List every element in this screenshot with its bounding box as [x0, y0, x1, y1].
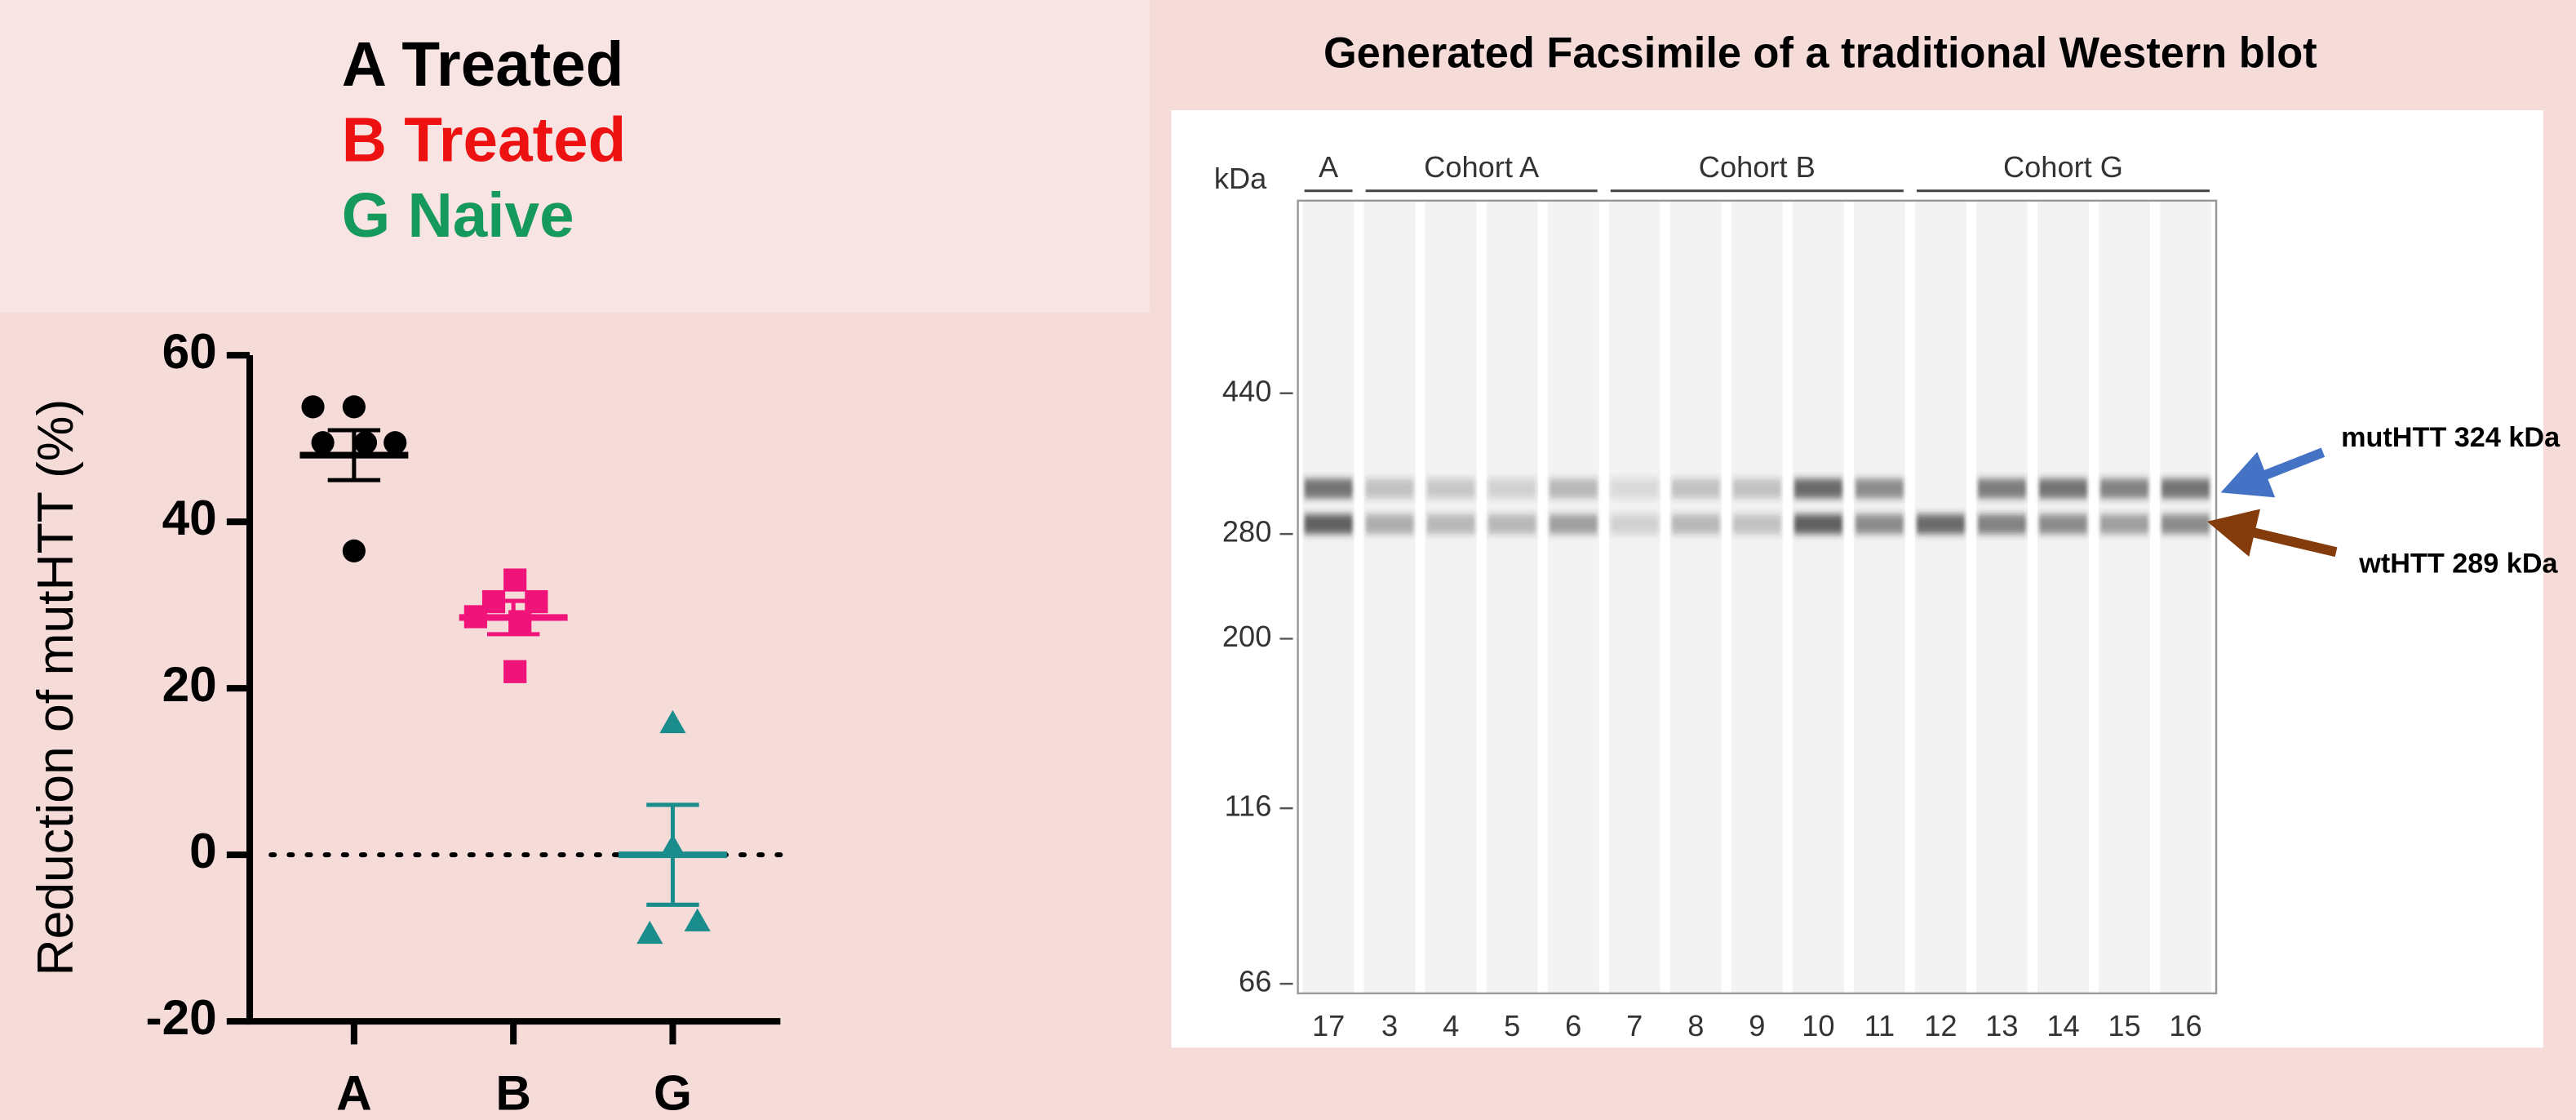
band: [1305, 478, 1353, 498]
blot-axis-label: kDa: [1214, 162, 1267, 195]
lane-label: 11: [1864, 1009, 1895, 1042]
group-label: Cohort G: [2003, 150, 2123, 184]
data-point: [312, 431, 335, 454]
lane: [1487, 201, 1538, 993]
y-tick-label: 440: [1222, 374, 1271, 407]
band: [1978, 514, 2026, 534]
lane-label: 17: [1312, 1009, 1345, 1042]
y-tick-label: -20: [145, 989, 216, 1045]
band: [1366, 478, 1414, 498]
band: [1305, 514, 1353, 534]
lane-label: 8: [1687, 1009, 1704, 1042]
band: [1794, 514, 1842, 534]
band: [1488, 478, 1536, 498]
band: [1672, 514, 1720, 534]
legend-entry: B Treated: [342, 105, 627, 175]
band: [2161, 478, 2210, 498]
lane: [1670, 201, 1722, 993]
group-label: Cohort A: [1424, 150, 1540, 184]
lane: [1609, 201, 1660, 993]
band: [2100, 478, 2148, 498]
band: [1550, 478, 1598, 498]
band: [2039, 514, 2087, 534]
data-point: [354, 431, 377, 454]
band: [2039, 478, 2087, 498]
band: [1488, 514, 1536, 534]
x-tick-label: A: [336, 1065, 372, 1120]
data-point: [343, 540, 366, 562]
page: {"chart_data": [ {"type": "dotplot", "yl…: [0, 0, 2576, 1120]
band: [1672, 478, 1720, 498]
y-tick-label: 200: [1222, 620, 1271, 653]
band: [1856, 514, 1904, 534]
x-tick-label: B: [495, 1065, 531, 1120]
lane-label: 7: [1626, 1009, 1643, 1042]
lane: [2160, 201, 2211, 993]
y-tick-label: 60: [162, 323, 217, 379]
band: [2100, 514, 2148, 534]
y-tick-label: 20: [162, 656, 217, 712]
legend-entry: A Treated: [342, 30, 624, 100]
annotation: wtHTT 289 kDa: [2358, 548, 2558, 579]
y-tick-label: 280: [1222, 515, 1271, 549]
lane-label: 13: [1985, 1009, 2018, 1042]
band: [1917, 478, 1965, 498]
lane: [1731, 201, 1783, 993]
figure: Generated Facsimile of a traditional Wes…: [0, 0, 2576, 1120]
lane-label: 9: [1749, 1009, 1765, 1042]
lane: [1303, 201, 1355, 993]
lane-label: 6: [1565, 1009, 1581, 1042]
lane: [1915, 201, 1966, 993]
band: [1611, 478, 1659, 498]
lane: [1364, 201, 1416, 993]
band: [1427, 478, 1475, 498]
lane-label: 14: [2046, 1009, 2079, 1042]
lane-label: 12: [1924, 1009, 1957, 1042]
band: [1550, 514, 1598, 534]
band: [1733, 478, 1781, 498]
lane: [1548, 201, 1599, 993]
lane-label: 15: [2108, 1009, 2140, 1042]
band: [1856, 478, 1904, 498]
lane-label: 3: [1381, 1009, 1398, 1042]
lane-label: 16: [2169, 1009, 2201, 1042]
lane: [1854, 201, 1905, 993]
group-label: Cohort B: [1699, 150, 1816, 184]
group-label: A: [1319, 150, 1339, 184]
band: [1917, 514, 1965, 534]
y-tick-label: 0: [189, 823, 217, 878]
lane: [1793, 201, 1844, 993]
band: [1366, 514, 1414, 534]
data-point: [384, 431, 406, 454]
annotation: mutHTT 324 kDa: [2341, 422, 2560, 453]
data-point: [503, 660, 526, 683]
data-point: [301, 395, 324, 418]
band: [1978, 478, 2026, 498]
lane: [1976, 201, 2028, 993]
data-point: [343, 395, 366, 418]
lane: [2037, 201, 2089, 993]
band: [1427, 514, 1475, 534]
lane: [2099, 201, 2150, 993]
y-axis-label: Reduction of mutHTT (%): [27, 399, 84, 976]
y-tick-label: 40: [162, 490, 217, 545]
band: [1611, 514, 1659, 534]
legend-entry: G Naive: [342, 181, 574, 251]
lane-label: 5: [1504, 1009, 1520, 1042]
data-point: [503, 568, 526, 591]
lane-label: 4: [1443, 1009, 1459, 1042]
lane: [1425, 201, 1477, 993]
y-tick-label: 66: [1239, 965, 1271, 998]
y-tick-label: 116: [1225, 789, 1272, 823]
band: [1794, 478, 1842, 498]
blot-title: Generated Facsimile of a traditional Wes…: [1323, 29, 2317, 77]
band: [1733, 514, 1781, 534]
lane-label: 10: [1802, 1009, 1834, 1042]
x-tick-label: G: [654, 1065, 692, 1120]
band: [2161, 514, 2210, 534]
